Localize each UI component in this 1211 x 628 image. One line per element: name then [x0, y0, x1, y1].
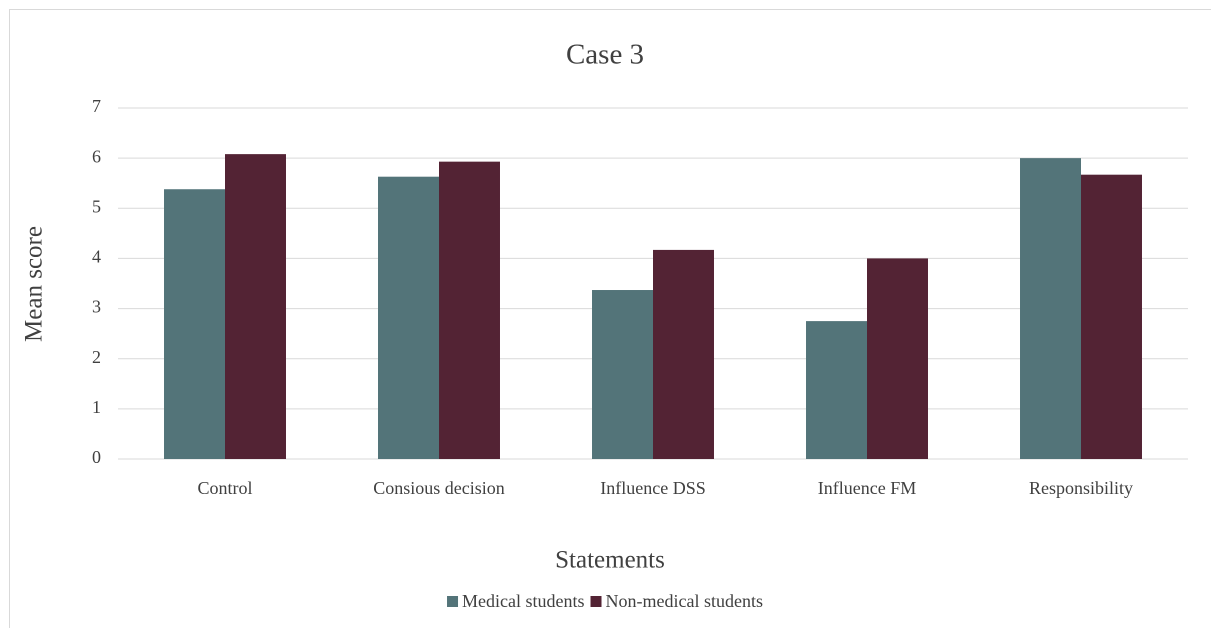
- y-tick-label: 2: [92, 347, 101, 367]
- x-tick-label: Influence DSS: [600, 478, 705, 498]
- bar: [225, 154, 286, 460]
- bar: [653, 249, 714, 459]
- legend-swatch: [590, 596, 602, 607]
- y-tick-label: 6: [92, 146, 101, 166]
- legend-label: Medical students: [462, 591, 584, 611]
- bar: [378, 176, 439, 459]
- bar: [439, 161, 500, 459]
- legend-label: Non-medical students: [606, 591, 763, 611]
- x-tick-label: Responsibility: [1029, 478, 1133, 498]
- x-axis-label: Statements: [555, 547, 665, 574]
- legend-swatch: [447, 596, 459, 607]
- x-tick-label: Control: [197, 478, 252, 498]
- y-tick-label: 5: [92, 196, 101, 216]
- x-tick-label: Influence FM: [818, 478, 916, 498]
- chart-frame: [9, 9, 1211, 628]
- chart-title: Case 3: [566, 39, 644, 71]
- bar: [867, 258, 928, 459]
- y-tick-label: 1: [92, 397, 101, 417]
- y-axis-label: Mean score: [21, 226, 48, 342]
- y-tick-label: 0: [92, 447, 101, 467]
- y-tick-label: 7: [92, 96, 101, 116]
- y-tick-label: 4: [92, 247, 101, 267]
- bar: [1020, 158, 1081, 459]
- bar: [1081, 174, 1142, 459]
- bar: [164, 189, 225, 459]
- y-tick-label: 3: [92, 297, 101, 317]
- bar: [592, 290, 653, 459]
- x-tick-label: Consious decision: [373, 478, 505, 498]
- bar: [806, 321, 867, 459]
